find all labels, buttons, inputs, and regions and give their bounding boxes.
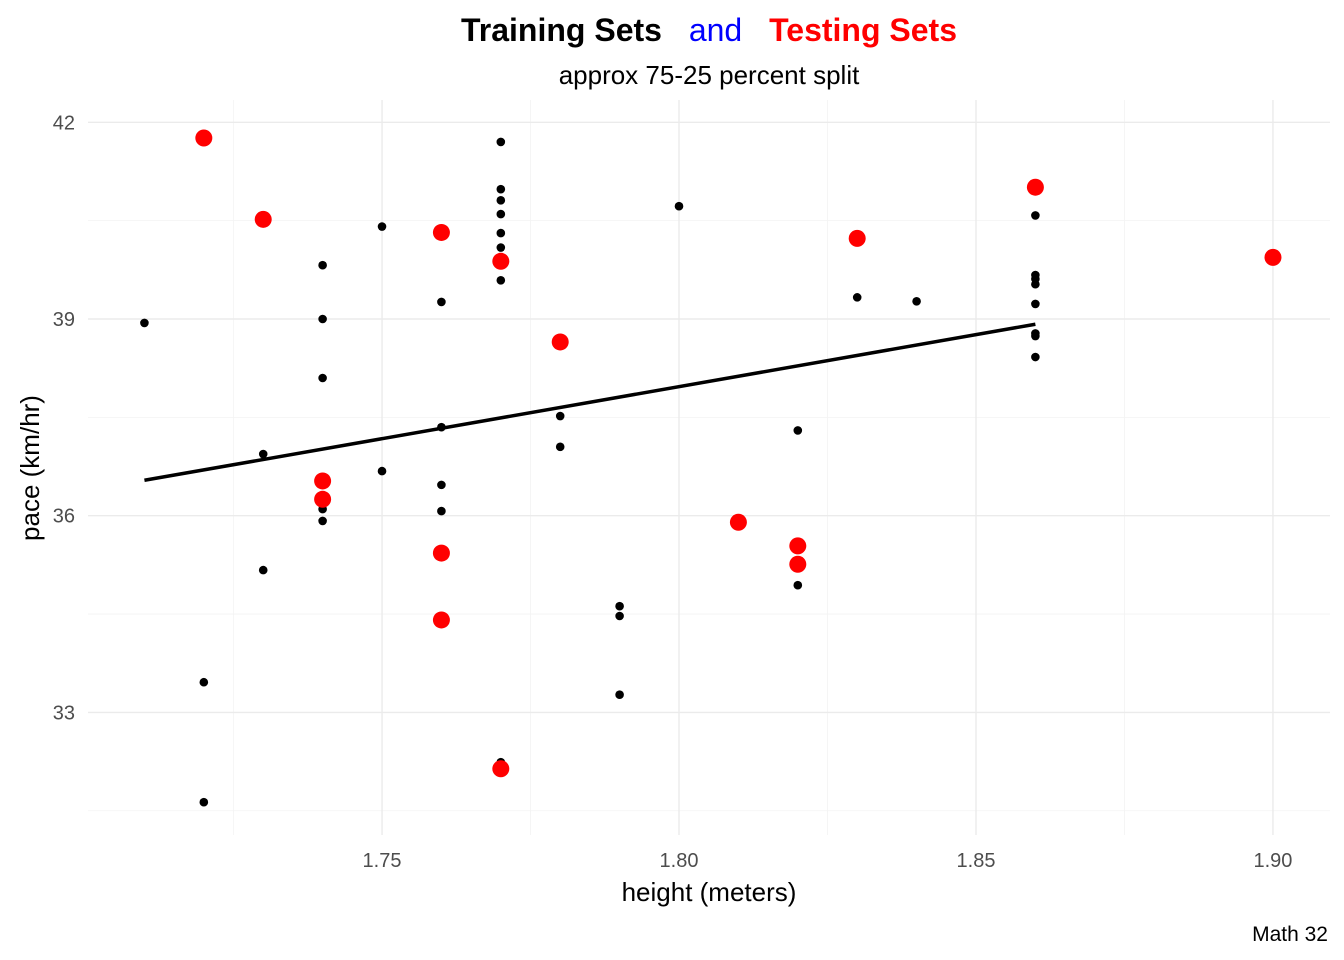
training-point [258, 449, 268, 459]
chart-title: Training Sets and Testing Sets [461, 12, 957, 48]
testing-point [432, 223, 450, 241]
testing-point [1264, 248, 1282, 266]
y-tick-label: 39 [53, 309, 75, 331]
training-point [555, 411, 565, 421]
training-point [258, 565, 268, 575]
training-point [199, 677, 209, 687]
training-point [437, 297, 446, 307]
training-point [496, 137, 506, 147]
testing-point [492, 252, 510, 270]
regression-line-group [144, 322, 1036, 483]
training-point [437, 480, 446, 490]
training-point [318, 516, 327, 526]
training-point [318, 314, 327, 324]
title-and: and [689, 12, 742, 48]
testing-point [432, 611, 450, 629]
testing-point [729, 513, 747, 531]
title-testing: Testing Sets [769, 12, 957, 48]
testing-point [492, 760, 510, 778]
x-tick-label: 1.80 [660, 850, 699, 872]
testing-point [432, 544, 450, 562]
training-point [496, 276, 506, 285]
y-tick-label: 33 [53, 702, 75, 724]
y-axis-label: pace (km/hr) [15, 395, 45, 541]
training-point [793, 580, 803, 590]
training-point [140, 318, 149, 328]
testing-point [254, 210, 272, 228]
training-point [437, 422, 446, 432]
training-point [555, 442, 565, 452]
x-tick-label: 1.90 [1254, 850, 1293, 872]
y-tick-label: 36 [53, 506, 75, 528]
training-point [1031, 352, 1040, 362]
training-point [318, 373, 327, 383]
regression-line [144, 322, 1036, 483]
grid [88, 100, 1330, 835]
training-point [615, 611, 624, 621]
training-point [1031, 211, 1040, 220]
training-point [674, 201, 684, 211]
training-point [615, 601, 624, 611]
testing-point [551, 333, 569, 351]
x-axis-label: height (meters) [622, 877, 797, 907]
testing-point [195, 129, 213, 147]
training-point [852, 293, 862, 302]
training-point [496, 184, 506, 194]
training-point [1031, 331, 1040, 341]
training-point [377, 222, 387, 231]
x-tick-label: 1.85 [957, 850, 996, 872]
testing-point [848, 229, 866, 247]
title-training: Training Sets [461, 12, 662, 48]
y-tick-label: 42 [53, 112, 75, 134]
testing-point [1026, 178, 1044, 196]
testing-point [314, 490, 332, 508]
training-point [1031, 279, 1040, 289]
points-group [140, 129, 1282, 807]
training-point [437, 506, 446, 516]
x-tick-label: 1.75 [363, 850, 402, 872]
training-point [199, 797, 209, 807]
training-point [912, 296, 921, 306]
testing-point [789, 555, 807, 573]
training-point [793, 426, 803, 435]
chart-subtitle: approx 75-25 percent split [559, 60, 860, 90]
training-point [615, 690, 624, 699]
training-point [496, 228, 506, 238]
training-point [377, 466, 387, 476]
training-point [496, 209, 506, 219]
training-point [496, 243, 506, 252]
testing-point [789, 537, 807, 555]
training-point [496, 196, 506, 205]
testing-point [314, 472, 332, 490]
training-point [318, 260, 327, 270]
training-point [1031, 299, 1040, 309]
caption: Math 32 [1252, 923, 1328, 946]
ticks-group: 1.75 1.80 1.85 1.90 33 36 39 42 [53, 112, 1293, 872]
